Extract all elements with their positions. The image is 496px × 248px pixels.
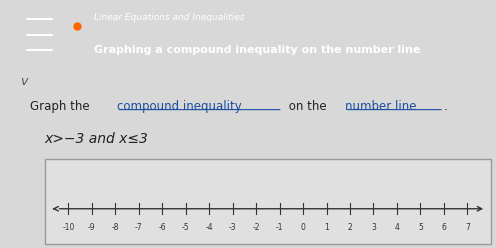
Text: -1: -1 [276, 223, 283, 232]
Text: -5: -5 [182, 223, 189, 232]
Text: v: v [20, 75, 27, 88]
Text: -3: -3 [229, 223, 237, 232]
Text: -4: -4 [205, 223, 213, 232]
Text: 6: 6 [441, 223, 446, 232]
Text: -9: -9 [88, 223, 96, 232]
Text: 3: 3 [371, 223, 376, 232]
Text: Graphing a compound inequality on the number line: Graphing a compound inequality on the nu… [94, 45, 421, 55]
Text: 7: 7 [465, 223, 470, 232]
Text: .: . [444, 100, 448, 113]
Text: -6: -6 [158, 223, 166, 232]
Text: 1: 1 [324, 223, 329, 232]
Text: Linear Equations and Inequalities: Linear Equations and Inequalities [94, 13, 245, 22]
Text: -2: -2 [252, 223, 260, 232]
Text: Graph the: Graph the [30, 100, 93, 113]
Text: x>−3 and x≤3: x>−3 and x≤3 [45, 132, 148, 146]
Text: number line: number line [345, 100, 416, 113]
Text: 2: 2 [348, 223, 352, 232]
Text: -8: -8 [112, 223, 119, 232]
FancyBboxPatch shape [45, 159, 491, 245]
Text: on the: on the [285, 100, 330, 113]
Text: -10: -10 [62, 223, 74, 232]
Text: 0: 0 [301, 223, 306, 232]
Text: compound inequality: compound inequality [117, 100, 242, 113]
Text: 4: 4 [394, 223, 399, 232]
Text: 5: 5 [418, 223, 423, 232]
Text: -7: -7 [135, 223, 142, 232]
